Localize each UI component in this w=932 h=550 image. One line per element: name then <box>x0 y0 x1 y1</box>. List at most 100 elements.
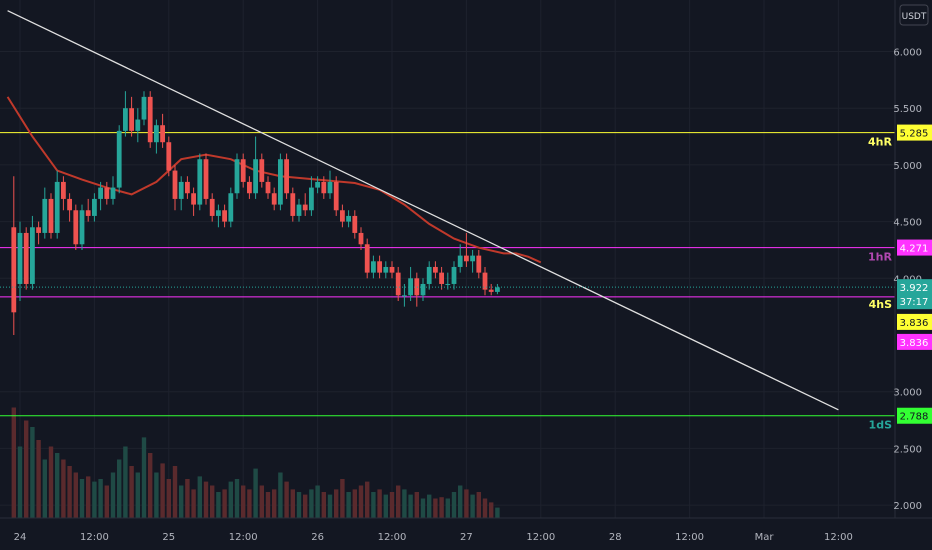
candle-body <box>54 181 60 233</box>
volume-bar <box>445 498 450 518</box>
candle-body <box>141 96 147 120</box>
tag-4hr: 5.285 <box>900 129 929 140</box>
volume-bar <box>123 446 128 518</box>
tag-1ds: 2.788 <box>900 412 929 423</box>
volume-bar <box>42 459 47 518</box>
currency-button[interactable]: USDT <box>899 4 929 26</box>
volume-bar <box>234 479 240 518</box>
level-name-1ds: 1dS <box>869 419 893 432</box>
volume-bar <box>160 463 165 518</box>
volume-bar <box>222 489 227 518</box>
volume-bar <box>216 492 221 518</box>
time-tick-label: 26 <box>311 532 324 543</box>
candle-body <box>284 159 289 194</box>
candle-body <box>290 193 296 216</box>
volume-bars <box>11 407 500 518</box>
candle-body <box>203 159 209 199</box>
volume-bar <box>284 481 289 518</box>
volume-bar <box>79 479 85 518</box>
tag-4hs-yellow-bg <box>897 313 932 330</box>
volume-bar <box>24 420 29 518</box>
volume-bar <box>55 453 60 518</box>
candle-body <box>340 210 345 222</box>
candle-body <box>11 227 17 313</box>
volume-bar <box>389 492 395 518</box>
volume-bar <box>278 472 283 518</box>
volume-bar <box>439 497 444 518</box>
candle-body <box>234 159 240 194</box>
candle-body <box>135 119 141 131</box>
candle-body <box>253 159 258 194</box>
time-axis-ticks: 24 12:00 25 12:00 26 12:00 27 12:00 28 12:00 Mar 12… <box>14 532 853 543</box>
candle-body <box>315 181 320 188</box>
candle-body <box>420 283 426 296</box>
tag-4hs-yellow: 3.836 <box>900 318 929 329</box>
time-tick-label: 25 <box>162 532 175 543</box>
moving-average <box>6 96 542 264</box>
time-tick-label: 12:00 <box>378 532 407 543</box>
tag-4hs-bg <box>897 333 932 350</box>
volume-bar <box>166 479 171 518</box>
volume-bar <box>241 485 246 518</box>
volume-bar <box>247 489 252 518</box>
trendline[interactable] <box>7 10 839 411</box>
volume-bar <box>86 476 91 518</box>
volume-bar <box>104 485 109 518</box>
candle-body <box>166 142 172 171</box>
time-tick-label: 12:00 <box>80 532 109 543</box>
price-tags: 5.285 4.271 3.922 37:17 3.836 3.836 2.788 <box>897 124 932 424</box>
candle-body <box>216 210 221 216</box>
volume-bar <box>253 468 258 518</box>
volume-bar <box>489 502 494 518</box>
volume-bar <box>185 479 190 518</box>
volume-bar <box>458 485 463 518</box>
volume-bar <box>340 479 345 518</box>
candle-body <box>98 187 103 199</box>
volume-bar <box>358 485 364 518</box>
candle-body <box>389 266 395 273</box>
tag-last-price: 3.922 <box>900 283 929 294</box>
volume-bar <box>203 481 209 518</box>
candle-body <box>271 193 277 205</box>
volume-bar <box>495 507 500 518</box>
time-tick-label: 12:00 <box>675 532 704 543</box>
volume-bar <box>290 489 295 518</box>
volume-bar <box>73 472 78 518</box>
candle-body <box>451 266 457 284</box>
price-tick-label: 2.500 <box>893 444 922 455</box>
candle-body <box>222 210 227 222</box>
volume-bar <box>433 498 438 518</box>
candle-body <box>228 193 234 222</box>
candle-body <box>433 266 438 273</box>
candle-body <box>302 204 308 211</box>
candle-body <box>495 287 500 292</box>
candle-body <box>476 255 482 273</box>
trendline-line <box>7 10 839 411</box>
volume-bar <box>303 494 308 518</box>
volume-bar <box>265 492 271 518</box>
volume-bar <box>352 489 357 518</box>
volume-bar <box>296 492 302 518</box>
volume-bar <box>334 489 339 518</box>
candle-body <box>439 272 444 284</box>
candle-body <box>457 255 463 267</box>
volume-bar <box>315 485 320 518</box>
volume-bar <box>92 481 97 518</box>
price-axis[interactable] <box>895 0 932 518</box>
volume-bar <box>154 472 159 518</box>
volume-bar <box>228 481 233 518</box>
candle-body <box>364 244 370 273</box>
candle-body <box>296 204 302 216</box>
price-tick-label: 5.500 <box>893 104 922 115</box>
time-axis[interactable] <box>0 518 932 550</box>
volume-bar <box>30 427 35 518</box>
candle-body <box>445 283 451 285</box>
candle-body <box>61 181 66 199</box>
candle-body <box>197 159 203 205</box>
candle-body <box>408 278 413 296</box>
candle-body <box>209 198 215 216</box>
candle-body <box>30 227 35 284</box>
volume-bar <box>396 485 401 518</box>
candle-body <box>426 266 432 284</box>
